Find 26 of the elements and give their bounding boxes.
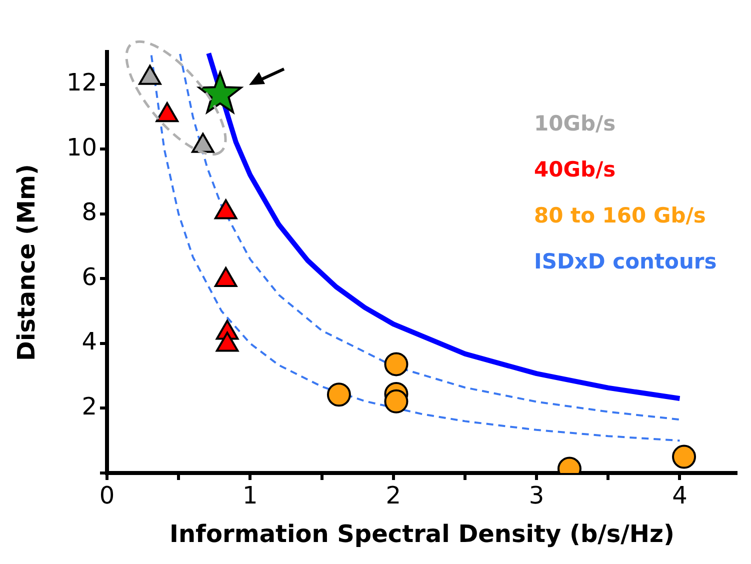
text: 40Gb/s	[534, 157, 616, 182]
x-tick-label: 3	[528, 482, 544, 510]
text: ISDxD contours	[534, 249, 717, 274]
y-tick-label: 2	[82, 392, 97, 420]
point	[138, 64, 162, 85]
text: 10Gb/s	[534, 111, 616, 136]
x-tick-label: 1	[242, 482, 258, 510]
point	[326, 382, 351, 407]
y-tick-label: 12	[66, 68, 97, 97]
point	[672, 444, 696, 469]
point	[156, 102, 179, 122]
point	[214, 199, 238, 220]
y-tick-label: 4	[82, 328, 97, 356]
x-tick-label: 2	[386, 482, 402, 510]
x-axis-title: Information Spectral Density (b/s/Hz)	[170, 520, 674, 548]
y-tick-label: 6	[82, 262, 97, 291]
text: 80 to 160 Gb/s	[534, 203, 706, 228]
point	[192, 132, 214, 153]
x-tick-label: 0	[99, 482, 115, 510]
y-tick-label: 10	[66, 133, 97, 162]
y-axis-title: Distance (Mm)	[12, 164, 41, 361]
point	[198, 71, 242, 114]
point	[384, 352, 408, 376]
x-tick-label: 4	[672, 482, 688, 510]
y-tick-label: 8	[82, 198, 97, 226]
point	[384, 389, 408, 414]
